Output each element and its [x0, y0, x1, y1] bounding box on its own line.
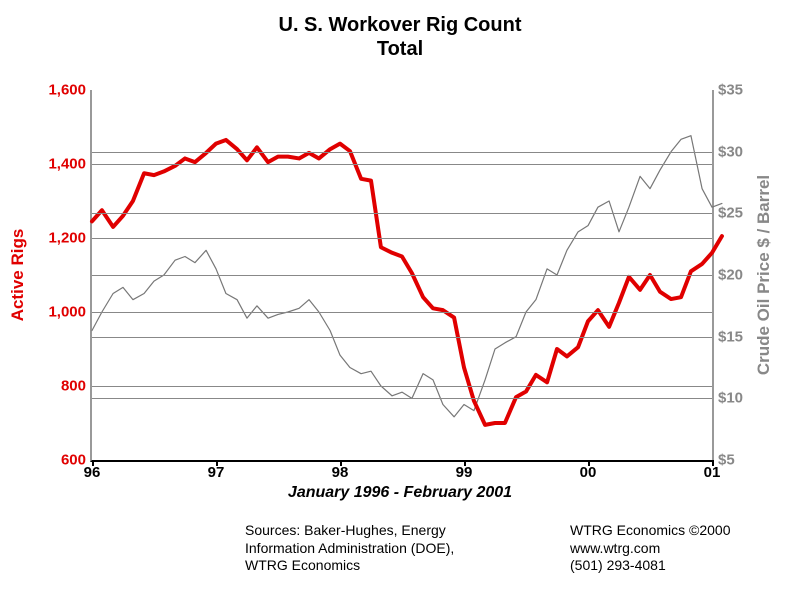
chart-title-line2: Total: [0, 38, 800, 61]
grid-line: [92, 213, 712, 214]
x-tick-label: 96: [84, 464, 101, 481]
y-left-tick-label: 1,000: [48, 304, 86, 321]
grid-line: [92, 398, 712, 399]
grid-line: [92, 386, 712, 387]
plot-area: 6008001,0001,2001,4001,600$5$10$15$20$25…: [90, 90, 714, 462]
attribution-line2: www.wtrg.com: [570, 540, 730, 558]
x-tick-label: 99: [456, 464, 473, 481]
y-left-tick-label: 800: [61, 378, 86, 395]
y-left-tick-label: 1,600: [48, 82, 86, 99]
x-tick-label: 01: [704, 464, 721, 481]
chart-container: U. S. Workover Rig Count Total Active Ri…: [0, 0, 800, 600]
x-axis-caption: January 1996 - February 2001: [0, 484, 800, 502]
sources-block: Sources: Baker-Hughes, Energy Informatio…: [245, 522, 454, 575]
y-axis-right-label: Crude Oil Price $ / Barrel: [754, 175, 774, 375]
y-right-tick-label: $35: [718, 82, 743, 99]
y-right-tick-label: $25: [718, 205, 743, 222]
y-axis-left-label: Active Rigs: [8, 229, 28, 322]
sources-line1: Sources: Baker-Hughes, Energy: [245, 522, 454, 540]
x-tick-label: 98: [332, 464, 349, 481]
sources-line2: Information Administration (DOE),: [245, 540, 454, 558]
x-tick-label: 97: [208, 464, 225, 481]
x-tick-label: 00: [580, 464, 597, 481]
y-left-tick-label: 1,400: [48, 156, 86, 173]
grid-line: [92, 164, 712, 165]
chart-title-line1: U. S. Workover Rig Count: [0, 14, 800, 37]
y-right-tick-label: $15: [718, 328, 743, 345]
grid-line: [92, 312, 712, 313]
grid-line: [92, 275, 712, 276]
grid-line: [92, 152, 712, 153]
sources-line3: WTRG Economics: [245, 557, 454, 575]
attribution-block: WTRG Economics ©2000 www.wtrg.com (501) …: [570, 522, 730, 575]
attribution-line3: (501) 293-4081: [570, 557, 730, 575]
grid-line: [92, 337, 712, 338]
y-right-tick-label: $10: [718, 390, 743, 407]
y-right-tick-label: $5: [718, 452, 735, 469]
y-right-tick-label: $30: [718, 143, 743, 160]
y-left-tick-label: 600: [61, 452, 86, 469]
grid-line: [92, 238, 712, 239]
y-right-tick-label: $20: [718, 267, 743, 284]
attribution-line1: WTRG Economics ©2000: [570, 522, 730, 540]
y-left-tick-label: 1,200: [48, 230, 86, 247]
series-active_rigs: [92, 140, 722, 425]
